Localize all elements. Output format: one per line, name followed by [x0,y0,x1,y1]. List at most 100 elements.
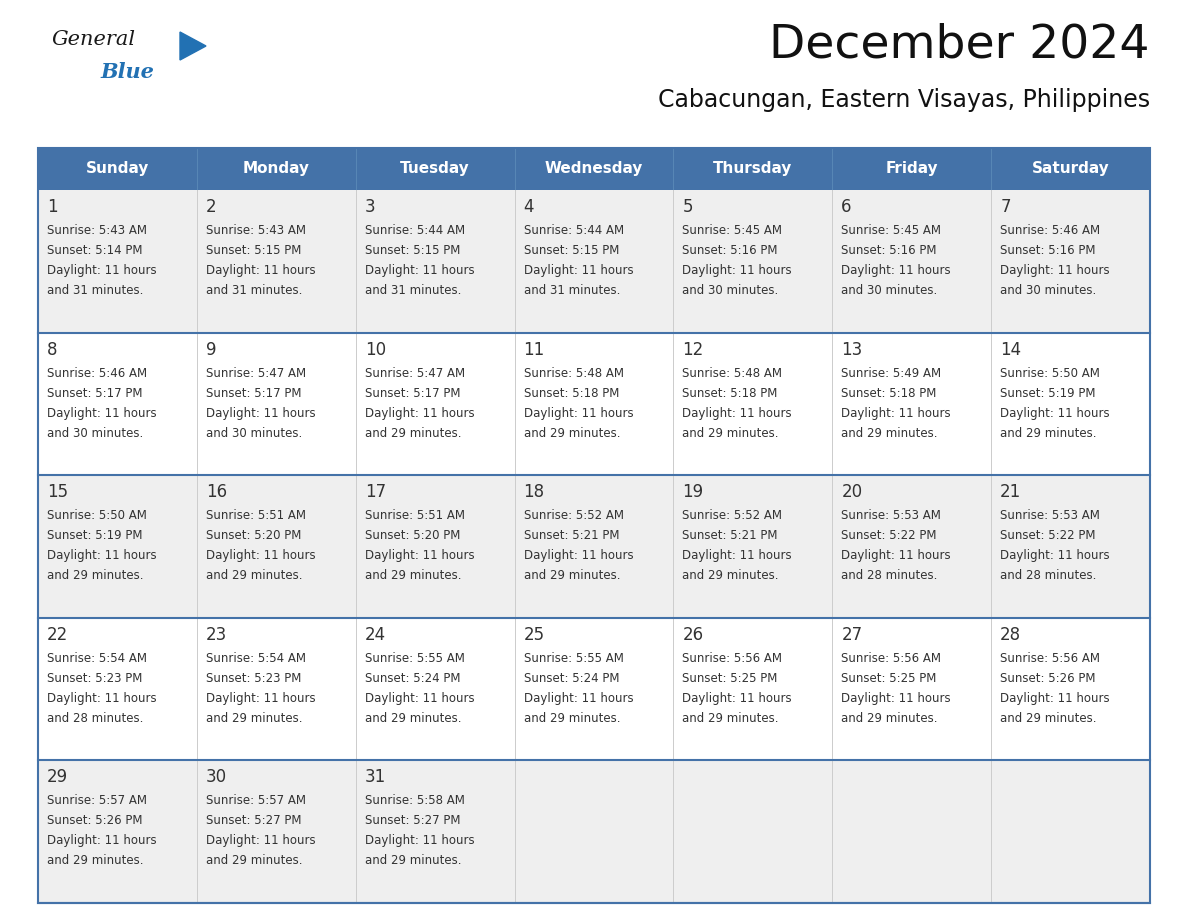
Text: and 28 minutes.: and 28 minutes. [1000,569,1097,582]
Text: Thursday: Thursday [713,162,792,176]
Text: 15: 15 [48,483,68,501]
Text: 21: 21 [1000,483,1022,501]
Text: Sunrise: 5:57 AM: Sunrise: 5:57 AM [48,794,147,808]
Text: Sunrise: 5:55 AM: Sunrise: 5:55 AM [365,652,465,665]
Text: Sunrise: 5:57 AM: Sunrise: 5:57 AM [206,794,305,808]
Text: 2: 2 [206,198,216,216]
Text: Sunrise: 5:48 AM: Sunrise: 5:48 AM [682,366,783,380]
Text: 13: 13 [841,341,862,359]
Text: Sunset: 5:26 PM: Sunset: 5:26 PM [1000,672,1095,685]
Text: 16: 16 [206,483,227,501]
Text: Sunrise: 5:47 AM: Sunrise: 5:47 AM [365,366,465,380]
Text: 22: 22 [48,626,68,644]
Text: Sunrise: 5:54 AM: Sunrise: 5:54 AM [206,652,305,665]
Text: and 29 minutes.: and 29 minutes. [365,569,461,582]
Text: Sunset: 5:27 PM: Sunset: 5:27 PM [206,814,302,827]
Text: 6: 6 [841,198,852,216]
Text: 17: 17 [365,483,386,501]
Text: Daylight: 11 hours: Daylight: 11 hours [206,834,316,847]
Bar [38,148,1150,903]
Text: Sunset: 5:19 PM: Sunset: 5:19 PM [48,529,143,543]
Text: Sunset: 5:24 PM: Sunset: 5:24 PM [365,672,460,685]
Text: Sunset: 5:27 PM: Sunset: 5:27 PM [365,814,460,827]
Bar [38,332,1150,476]
Text: Sunset: 5:20 PM: Sunset: 5:20 PM [206,529,302,543]
Text: Sunrise: 5:53 AM: Sunrise: 5:53 AM [1000,509,1100,522]
Text: and 29 minutes.: and 29 minutes. [206,711,303,725]
Text: Sunday: Sunday [86,162,150,176]
Text: Sunrise: 5:52 AM: Sunrise: 5:52 AM [524,509,624,522]
Text: Daylight: 11 hours: Daylight: 11 hours [524,264,633,277]
Text: 9: 9 [206,341,216,359]
Text: Tuesday: Tuesday [400,162,470,176]
Text: Sunrise: 5:47 AM: Sunrise: 5:47 AM [206,366,307,380]
Text: and 31 minutes.: and 31 minutes. [365,284,461,297]
Text: Daylight: 11 hours: Daylight: 11 hours [841,692,950,705]
Text: Daylight: 11 hours: Daylight: 11 hours [1000,407,1110,420]
Text: Sunset: 5:17 PM: Sunset: 5:17 PM [48,386,143,399]
Text: Sunset: 5:25 PM: Sunset: 5:25 PM [682,672,778,685]
Text: Blue: Blue [100,62,154,82]
Text: Sunrise: 5:44 AM: Sunrise: 5:44 AM [524,224,624,237]
Text: Daylight: 11 hours: Daylight: 11 hours [841,264,950,277]
Text: Sunrise: 5:53 AM: Sunrise: 5:53 AM [841,509,941,522]
Text: Sunrise: 5:58 AM: Sunrise: 5:58 AM [365,794,465,808]
Text: Daylight: 11 hours: Daylight: 11 hours [206,549,316,562]
Text: and 29 minutes.: and 29 minutes. [682,569,779,582]
Text: and 29 minutes.: and 29 minutes. [682,711,779,725]
Text: Daylight: 11 hours: Daylight: 11 hours [524,692,633,705]
Text: and 29 minutes.: and 29 minutes. [365,427,461,440]
Text: Sunset: 5:22 PM: Sunset: 5:22 PM [1000,529,1095,543]
Text: Sunset: 5:16 PM: Sunset: 5:16 PM [1000,244,1095,257]
Text: and 29 minutes.: and 29 minutes. [48,855,144,868]
Text: Daylight: 11 hours: Daylight: 11 hours [682,407,792,420]
Text: 10: 10 [365,341,386,359]
Text: Daylight: 11 hours: Daylight: 11 hours [682,692,792,705]
Text: Sunrise: 5:50 AM: Sunrise: 5:50 AM [48,509,147,522]
Text: and 29 minutes.: and 29 minutes. [1000,711,1097,725]
Text: Wednesday: Wednesday [545,162,643,176]
Text: and 30 minutes.: and 30 minutes. [682,284,778,297]
Text: and 29 minutes.: and 29 minutes. [365,855,461,868]
Text: 3: 3 [365,198,375,216]
Text: and 30 minutes.: and 30 minutes. [48,427,144,440]
Text: Sunrise: 5:54 AM: Sunrise: 5:54 AM [48,652,147,665]
Text: Sunset: 5:15 PM: Sunset: 5:15 PM [206,244,302,257]
Text: and 29 minutes.: and 29 minutes. [206,855,303,868]
Text: and 30 minutes.: and 30 minutes. [841,284,937,297]
Text: Sunrise: 5:44 AM: Sunrise: 5:44 AM [365,224,465,237]
Text: Sunrise: 5:43 AM: Sunrise: 5:43 AM [48,224,147,237]
Text: 23: 23 [206,626,227,644]
Text: and 31 minutes.: and 31 minutes. [524,284,620,297]
Text: Daylight: 11 hours: Daylight: 11 hours [682,264,792,277]
Text: Sunrise: 5:52 AM: Sunrise: 5:52 AM [682,509,783,522]
Text: 12: 12 [682,341,703,359]
Text: and 29 minutes.: and 29 minutes. [841,711,937,725]
Text: Daylight: 11 hours: Daylight: 11 hours [1000,549,1110,562]
Text: 24: 24 [365,626,386,644]
Text: 25: 25 [524,626,544,644]
Text: Daylight: 11 hours: Daylight: 11 hours [48,407,157,420]
Text: 20: 20 [841,483,862,501]
Text: Daylight: 11 hours: Daylight: 11 hours [1000,692,1110,705]
Text: Daylight: 11 hours: Daylight: 11 hours [206,264,316,277]
Text: Daylight: 11 hours: Daylight: 11 hours [48,549,157,562]
Text: and 29 minutes.: and 29 minutes. [524,427,620,440]
Text: Sunrise: 5:45 AM: Sunrise: 5:45 AM [682,224,783,237]
Text: Sunset: 5:18 PM: Sunset: 5:18 PM [841,386,936,399]
Text: and 28 minutes.: and 28 minutes. [48,711,144,725]
Bar [38,148,1150,903]
Text: Sunset: 5:21 PM: Sunset: 5:21 PM [524,529,619,543]
Text: Daylight: 11 hours: Daylight: 11 hours [841,549,950,562]
Text: Sunrise: 5:51 AM: Sunrise: 5:51 AM [365,509,465,522]
Text: Daylight: 11 hours: Daylight: 11 hours [48,692,157,705]
Text: Daylight: 11 hours: Daylight: 11 hours [365,692,474,705]
Text: Daylight: 11 hours: Daylight: 11 hours [48,264,157,277]
Text: Daylight: 11 hours: Daylight: 11 hours [365,549,474,562]
Text: 5: 5 [682,198,693,216]
Bar [38,190,1150,332]
Text: Sunset: 5:23 PM: Sunset: 5:23 PM [48,672,143,685]
Text: Sunset: 5:20 PM: Sunset: 5:20 PM [365,529,460,543]
Text: and 29 minutes.: and 29 minutes. [841,427,937,440]
Text: and 30 minutes.: and 30 minutes. [1000,284,1097,297]
